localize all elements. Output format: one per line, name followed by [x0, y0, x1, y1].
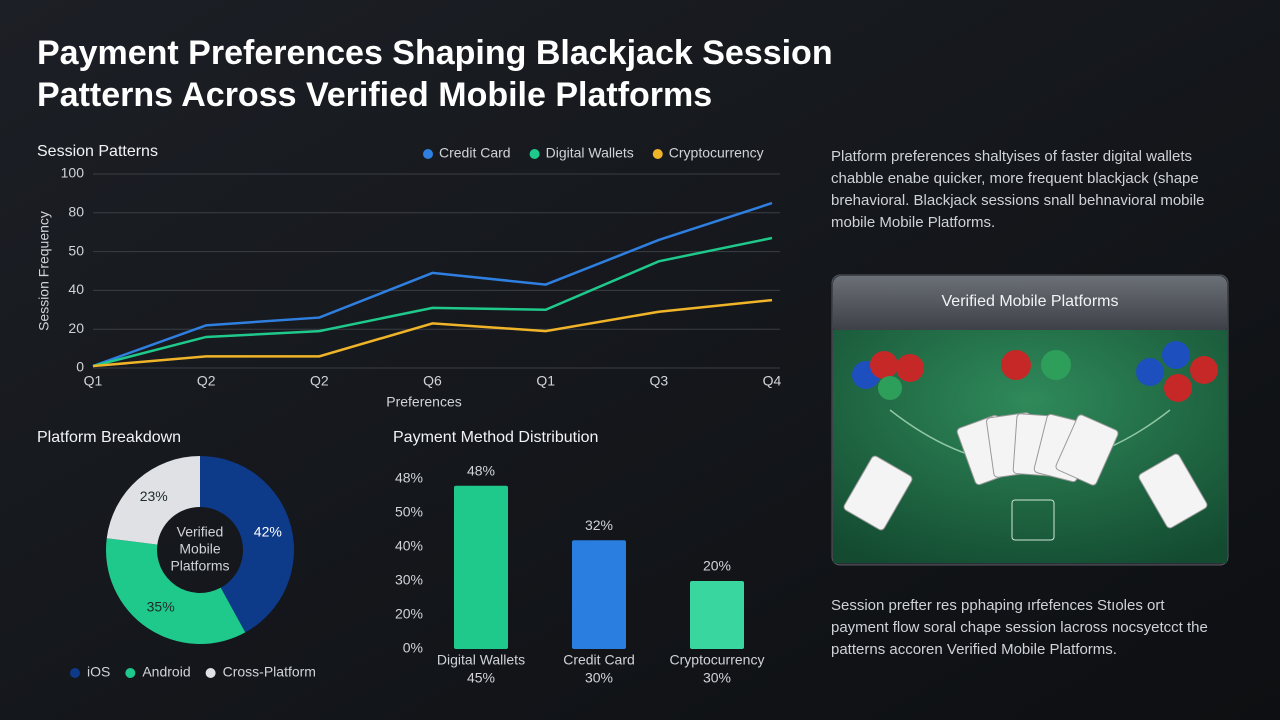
side-text: Platform preferences shaltyises of faste… — [831, 148, 1192, 165]
y-tick-label: 48% — [395, 470, 423, 486]
x-tick-label: Q1 — [536, 373, 555, 389]
center-label: Mobile — [179, 541, 220, 557]
center-label: Platforms — [170, 558, 229, 574]
chart-title: Session Patterns — [37, 143, 158, 160]
x-sublabel: 30% — [585, 670, 613, 686]
chips — [852, 341, 1218, 402]
y-tick-label: 20% — [395, 606, 423, 622]
y-tick-label: 0% — [403, 640, 423, 656]
bar — [690, 581, 744, 649]
x-tick-label: Q6 — [423, 373, 442, 389]
y-axis-label: Session Frequency — [36, 211, 52, 331]
y-tick-label: 40% — [395, 538, 423, 554]
bar-value-label: 20% — [703, 558, 731, 574]
y-tick-label: 30% — [395, 572, 423, 588]
legend-label: Credit Card — [439, 145, 511, 161]
x-sublabel: 30% — [703, 670, 731, 686]
center-label: Verified — [177, 524, 224, 540]
bar-value-label: 48% — [467, 463, 495, 479]
legend-label: Digital Wallets — [546, 145, 634, 161]
x-tick-label: Q2 — [197, 373, 216, 389]
x-tick-label: Q2 — [310, 373, 329, 389]
legend-marker — [652, 149, 663, 159]
x-tick-label: Cryptocurrency — [670, 652, 765, 668]
donut-slice — [200, 456, 294, 633]
page-title: Payment Preferences Shaping Blackjack Se… — [37, 34, 833, 72]
slice-label: 35% — [147, 599, 175, 615]
panel-header — [833, 276, 1227, 334]
side-text: Session prefter res pphaping ırfefences … — [831, 597, 1165, 614]
y-tick-label: 50% — [395, 504, 423, 520]
y-tick-label: 40 — [68, 281, 84, 297]
image-panel: Verified Mobile Platforms — [831, 274, 1229, 566]
y-tick-label: 100 — [61, 165, 85, 181]
legend-marker — [125, 668, 136, 678]
x-sublabel: 45% — [467, 670, 495, 686]
x-tick-label: Digital Wallets — [437, 652, 525, 668]
page-title: Patterns Across Verified Mobile Platform… — [37, 76, 712, 114]
side-text: payment flow soral chape session lacross… — [831, 619, 1208, 636]
x-tick-label: Q4 — [763, 373, 782, 389]
side-text: patterns accoren Verified Mobile Platfor… — [831, 641, 1117, 658]
chart-title: Payment Method Distribution — [393, 429, 598, 446]
side-text: chabble enabe quicker, more frequent bla… — [831, 170, 1199, 187]
donut-slice — [106, 456, 200, 545]
y-tick-label: 0 — [76, 359, 84, 375]
legend-marker — [529, 149, 540, 159]
donut-slice — [106, 538, 246, 644]
legend-label: Android — [142, 664, 190, 680]
y-tick-label: 50 — [68, 242, 84, 258]
legend-label: iOS — [87, 664, 110, 680]
bar — [454, 485, 508, 649]
bar-value-label: 32% — [585, 517, 613, 533]
legend-label: Cross-Platform — [223, 664, 316, 680]
x-axis-label: Preferences — [386, 394, 461, 410]
x-tick-label: Q1 — [84, 373, 103, 389]
slice-label: 23% — [140, 488, 168, 504]
y-tick-label: 20 — [68, 320, 84, 336]
x-tick-label: Credit Card — [563, 652, 635, 668]
legend-label: Cryptocurrency — [669, 145, 764, 161]
x-tick-label: Q3 — [649, 373, 668, 389]
y-tick-label: 80 — [68, 204, 84, 220]
line-series — [92, 201, 773, 368]
line-series — [92, 298, 773, 368]
legend-marker — [423, 149, 433, 159]
legend-marker — [70, 668, 80, 678]
side-text: brehavioral. Blackjack sessions snall be… — [831, 192, 1205, 209]
line-series — [92, 236, 773, 368]
cards — [843, 412, 1208, 541]
bar — [572, 540, 626, 649]
chart-title: Platform Breakdown — [37, 429, 181, 446]
slice-label: 42% — [254, 523, 282, 539]
legend-marker — [205, 668, 216, 678]
panel-title: Verified Mobile Platforms — [942, 293, 1119, 310]
side-text: mobile Mobile Platforms. — [831, 214, 995, 231]
